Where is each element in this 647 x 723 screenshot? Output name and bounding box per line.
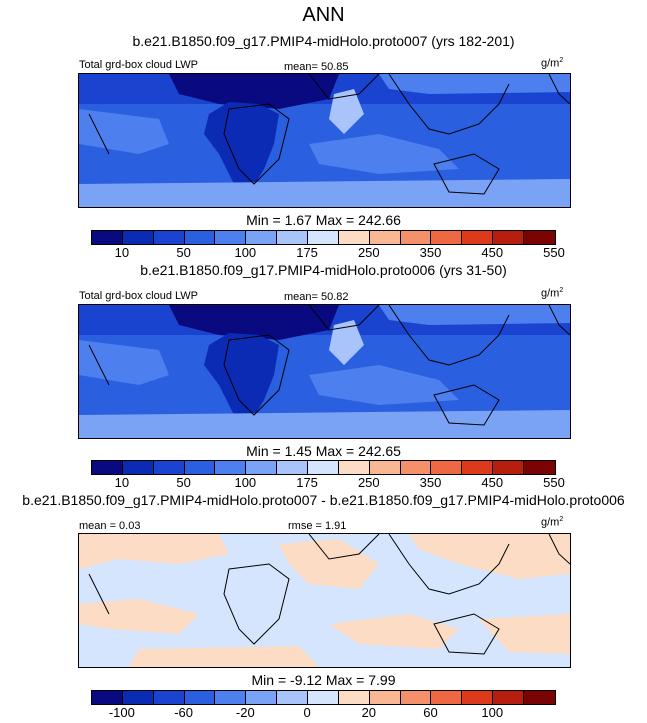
colorbar-tick-label: -100: [108, 705, 135, 720]
panel1-mean-label: mean= 50.85: [284, 61, 349, 73]
colorbar-swatch: [400, 691, 432, 704]
colorbar-swatch: [431, 231, 463, 244]
colorbar-swatch: [153, 691, 185, 704]
panel2-colorbar-ticks: 10 50 100 175 250 350 450 550: [0, 475, 647, 491]
panel3-units-label: g/m2: [541, 516, 564, 529]
colorbar-swatch: [92, 231, 123, 244]
panel3-map-field: [79, 534, 570, 667]
panel3-mean-label: mean = 0.03: [79, 520, 141, 532]
panel3-case-title: b.e21.B1850.f09_g17.PMIP4-midHolo.proto0…: [22, 492, 625, 508]
colorbar-swatch: [493, 461, 525, 474]
colorbar-tick-label: 100: [234, 475, 257, 490]
panel3-colorbar-ticks: -100 -60 -20 0 20 60 100: [0, 705, 647, 721]
panel3-minmax: Min = -9.12 Max = 7.99: [251, 672, 396, 688]
colorbar-tick-label: 175: [296, 475, 318, 490]
colorbar-swatch: [277, 231, 309, 244]
colorbar-swatch: [122, 691, 154, 704]
colorbar-swatch: [277, 691, 309, 704]
panel1-minmax: Min = 1.67 Max = 242.66: [246, 212, 401, 228]
colorbar-tick-label: 20: [361, 705, 377, 720]
panel1-map-field: [79, 74, 570, 207]
colorbar-tick-label: 0: [303, 705, 311, 720]
panel3-colorbar: [91, 690, 556, 705]
panel1-colorbar: [91, 230, 556, 245]
colorbar-swatch: [369, 691, 401, 704]
colorbar-tick-label: -20: [235, 705, 255, 720]
colorbar-tick-label: 10: [114, 475, 130, 490]
colorbar-swatch: [92, 461, 123, 474]
colorbar-swatch: [122, 231, 154, 244]
panel1-map: [78, 73, 571, 208]
colorbar-tick-label: 50: [176, 475, 191, 490]
colorbar-swatch: [246, 231, 278, 244]
colorbar-swatch: [369, 231, 401, 244]
colorbar-swatch: [122, 461, 154, 474]
colorbar-swatch: [524, 231, 555, 244]
colorbar-tick-label: 250: [357, 245, 380, 260]
colorbar-swatch: [308, 691, 339, 704]
colorbar-swatch: [338, 461, 370, 474]
colorbar-swatch: [431, 691, 463, 704]
colorbar-swatch: [308, 461, 339, 474]
colorbar-swatch: [277, 461, 309, 474]
colorbar-swatch: [153, 231, 185, 244]
colorbar-tick-label: 550: [543, 475, 565, 490]
colorbar-swatch: [246, 461, 278, 474]
colorbar-tick-label: 175: [296, 245, 318, 260]
colorbar-swatch: [462, 691, 494, 704]
panel3-rmse-label: rmse = 1.91: [288, 520, 347, 532]
colorbar-swatch: [400, 231, 432, 244]
colorbar-tick-label: 50: [176, 245, 191, 260]
colorbar-swatch: [369, 461, 401, 474]
colorbar-swatch: [153, 461, 185, 474]
colorbar-swatch: [462, 461, 494, 474]
panel2-map: [78, 304, 571, 439]
colorbar-tick-label: 100: [234, 245, 257, 260]
panel2-colorbar: [91, 460, 556, 475]
main-title: ANN: [302, 4, 345, 26]
colorbar-swatch: [215, 231, 247, 244]
colorbar-tick-label: 450: [481, 245, 504, 260]
colorbar-swatch: [308, 231, 339, 244]
panel2-mean-label: mean= 50.82: [284, 291, 349, 303]
panel2-case-title: b.e21.B1850.f09_g17.PMIP4-midHolo.proto0…: [140, 262, 507, 278]
colorbar-swatch: [215, 691, 247, 704]
colorbar-tick-label: -60: [174, 705, 193, 720]
colorbar-swatch: [184, 691, 216, 704]
colorbar-swatch: [215, 461, 247, 474]
colorbar-tick-label: 350: [419, 475, 442, 490]
colorbar-swatch: [493, 691, 525, 704]
colorbar-tick-label: 100: [481, 705, 504, 720]
panel1-colorbar-ticks: 10 50 100 175 250 350 450 550: [0, 245, 647, 261]
colorbar-tick-label: 450: [481, 475, 504, 490]
panel2-variable-label: Total grd-box cloud LWP: [79, 290, 199, 302]
panel1-variable-label: Total grd-box cloud LWP: [79, 59, 199, 71]
colorbar-swatch: [338, 691, 370, 704]
colorbar-swatch: [400, 461, 432, 474]
panel2-minmax: Min = 1.45 Max = 242.65: [246, 443, 401, 459]
colorbar-tick-label: 350: [419, 245, 442, 260]
panel1-units-label: g/m2: [541, 57, 564, 70]
colorbar-tick-label: 250: [357, 475, 380, 490]
colorbar-swatch: [524, 461, 555, 474]
colorbar-swatch: [184, 461, 216, 474]
colorbar-swatch: [462, 231, 494, 244]
colorbar-swatch: [184, 231, 216, 244]
colorbar-swatch: [246, 691, 278, 704]
colorbar-swatch: [92, 691, 123, 704]
colorbar-swatch: [524, 691, 555, 704]
colorbar-swatch: [431, 461, 463, 474]
colorbar-tick-label: 10: [114, 245, 130, 260]
panel2-map-field: [79, 305, 570, 438]
colorbar-tick-label: 60: [423, 705, 438, 720]
colorbar-swatch: [493, 231, 525, 244]
panel2-units-label: g/m2: [541, 287, 564, 300]
colorbar-swatch: [338, 231, 370, 244]
colorbar-tick-label: 550: [543, 245, 565, 260]
panel3-map: [78, 533, 571, 668]
panel1-case-title: b.e21.B1850.f09_g17.PMIP4-midHolo.proto0…: [132, 33, 515, 49]
